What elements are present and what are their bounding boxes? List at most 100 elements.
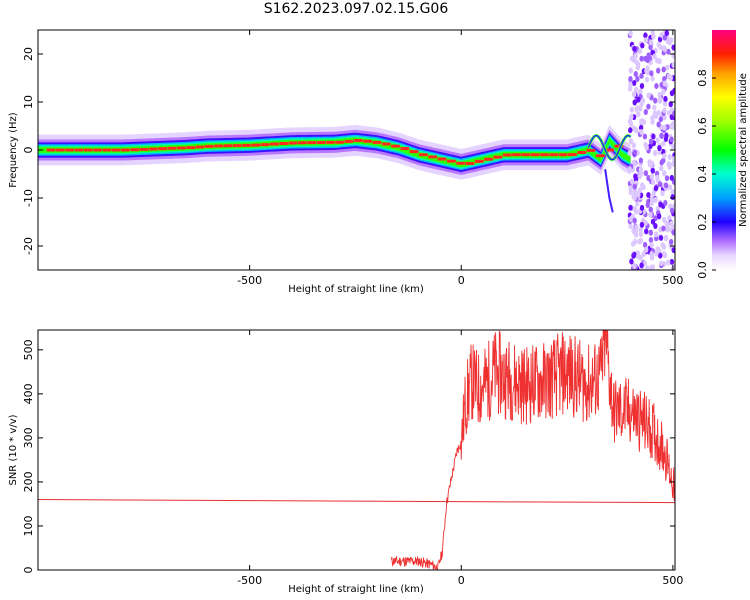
noise-blob xyxy=(632,263,637,270)
noise-blob xyxy=(649,264,654,270)
spectrogram-peak xyxy=(269,142,279,146)
noise-blob xyxy=(660,190,665,197)
spectrogram-peak xyxy=(195,145,205,149)
noise-blob xyxy=(629,258,634,265)
noise-blob xyxy=(639,55,644,62)
noise-blob xyxy=(628,127,633,134)
noise-blob xyxy=(661,88,666,95)
noise-blob xyxy=(637,238,642,245)
noise-blob xyxy=(648,206,653,213)
noise-blob xyxy=(659,132,664,139)
spectrogram-peak xyxy=(307,141,317,145)
spectrogram-x-ticks: -500 0 500 xyxy=(237,30,683,287)
spectrogram-peak xyxy=(595,154,605,158)
noise-blob xyxy=(671,229,675,236)
noise-blob xyxy=(670,194,675,201)
colorbar-tick-label: 0.2 xyxy=(696,213,709,231)
noise-blob xyxy=(649,173,655,180)
spectrogram-peak xyxy=(409,150,419,154)
noise-blob xyxy=(640,42,645,49)
noise-blob xyxy=(653,97,658,104)
noise-blob xyxy=(629,106,635,113)
chart-title: S162.2023.097.02.15.G06 xyxy=(263,1,449,17)
noise-blob xyxy=(662,170,667,177)
noise-blob xyxy=(638,231,644,238)
spectrogram-peak xyxy=(260,143,270,147)
noise-blob xyxy=(631,80,637,87)
noise-blob xyxy=(662,75,667,82)
noise-blob xyxy=(639,118,644,125)
noise-blob xyxy=(639,262,644,269)
spectrogram-peak xyxy=(418,153,428,157)
noise-blob xyxy=(671,160,675,167)
noise-blob xyxy=(667,184,673,191)
spectrogram-y-ticks: -20 -10 0 10 20 xyxy=(22,47,675,255)
spectrogram-peak xyxy=(363,139,373,143)
noise-blob xyxy=(630,240,636,247)
noise-blob xyxy=(665,259,671,266)
noise-blob xyxy=(671,247,675,254)
noise-blob xyxy=(639,83,645,90)
spectrogram-peak xyxy=(204,144,214,148)
noise-blob xyxy=(648,229,653,236)
noise-blob xyxy=(636,96,641,103)
spectrogram-peak xyxy=(130,148,140,152)
y-tick-label: 300 xyxy=(22,427,35,448)
colorbar-tick-label: 0.4 xyxy=(696,165,709,183)
spectrogram-peak xyxy=(74,148,84,152)
spectrogram-panel: -500 0 500 -20 -10 0 10 20 Height of straight … xyxy=(8,29,683,295)
x-tick-label: 0 xyxy=(458,274,465,287)
snr-x-label: Height of straight line (km) xyxy=(288,584,424,595)
noise-blob xyxy=(644,144,649,151)
noise-blob xyxy=(662,114,667,121)
noise-blob xyxy=(661,66,666,73)
spectrogram-plot-area xyxy=(38,30,675,270)
noise-blob xyxy=(643,170,649,177)
noise-blob xyxy=(665,64,670,71)
colorbar-tick-label: 0.6 xyxy=(696,117,709,135)
y-tick-label: 0 xyxy=(22,147,35,154)
spectrogram-peak xyxy=(279,142,289,146)
snr-plot-area xyxy=(38,330,675,570)
spectrogram-tail xyxy=(604,169,614,213)
noise-blob xyxy=(659,32,664,39)
colorbar-gradient xyxy=(712,30,736,270)
noise-blob xyxy=(635,75,640,82)
noise-blob xyxy=(639,221,645,228)
spectrogram-x-label: Height of straight line (km) xyxy=(288,284,424,295)
noise-blob xyxy=(652,150,658,157)
noise-blob xyxy=(661,140,666,147)
noise-blob xyxy=(647,159,652,166)
noise-blob xyxy=(646,103,651,110)
noise-blob xyxy=(669,37,674,44)
noise-blob xyxy=(639,101,644,108)
spectrogram-peak xyxy=(381,142,391,146)
noise-blob xyxy=(655,137,660,144)
spectrogram-peak xyxy=(586,148,596,152)
noise-blob xyxy=(641,251,646,258)
noise-blob xyxy=(648,39,654,46)
x-tick-label: -500 xyxy=(237,274,262,287)
noise-blob xyxy=(627,166,633,173)
noise-blob xyxy=(668,238,674,245)
noise-blob xyxy=(658,116,664,123)
noise-blob xyxy=(655,246,660,253)
noise-blob xyxy=(644,67,649,74)
noise-blob xyxy=(662,252,668,259)
y-tick-label: 20 xyxy=(22,47,35,61)
x-tick-label: 0 xyxy=(458,574,465,587)
noise-blob xyxy=(633,86,639,93)
noise-blob xyxy=(663,235,669,242)
noise-blob xyxy=(667,154,672,161)
snr-series xyxy=(390,330,675,570)
noise-blob xyxy=(653,112,659,119)
noise-blob xyxy=(631,91,637,98)
spectrogram-peak xyxy=(55,148,65,152)
spectrogram-noise xyxy=(627,30,675,270)
noise-blob xyxy=(646,55,652,62)
noise-blob xyxy=(643,32,648,39)
noise-blob xyxy=(655,67,661,74)
spectrogram-peak xyxy=(297,141,307,145)
colorbar-label: Normalized spectral amplitude xyxy=(738,73,749,227)
